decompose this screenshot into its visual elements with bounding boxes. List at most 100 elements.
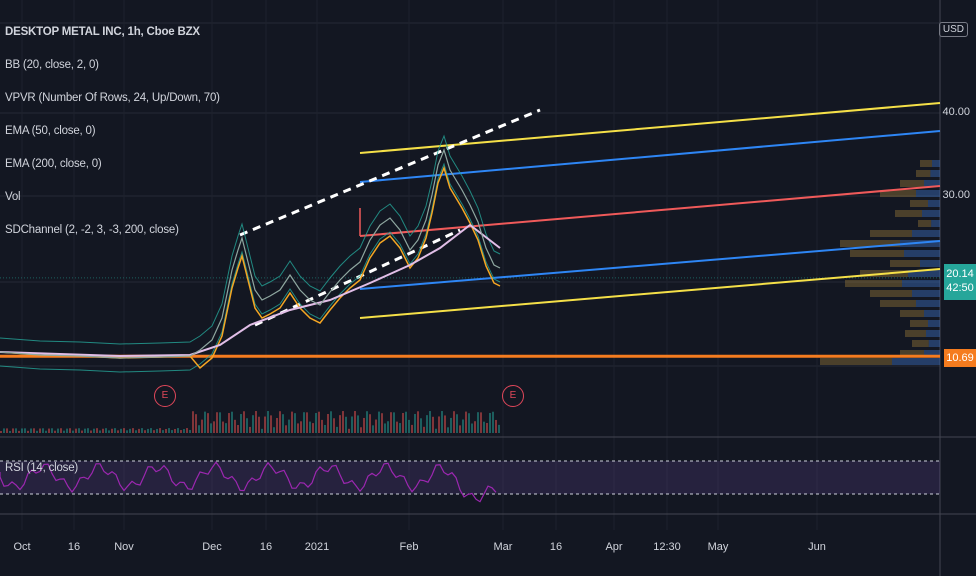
volume-bar bbox=[441, 411, 443, 433]
volume-bar bbox=[189, 429, 191, 433]
volume-profile-up bbox=[850, 250, 904, 257]
earnings-icon[interactable]: E bbox=[154, 385, 176, 407]
volume-bar bbox=[9, 430, 11, 433]
indicator-ema200[interactable]: EMA (200, close, 0) bbox=[5, 158, 102, 170]
price-axis-label: 40.00 bbox=[942, 106, 970, 118]
volume-bar bbox=[144, 430, 146, 433]
volume-bar bbox=[243, 411, 245, 433]
volume-bar bbox=[363, 417, 365, 433]
indicator-ema50[interactable]: EMA (50, close, 0) bbox=[5, 125, 96, 137]
volume-profile-down bbox=[922, 210, 940, 217]
volume-bar bbox=[219, 412, 221, 433]
volume-bar bbox=[192, 411, 194, 433]
time-axis-label: May bbox=[707, 541, 729, 553]
volume-bar bbox=[429, 411, 431, 433]
earnings-icon[interactable]: E bbox=[502, 385, 524, 407]
volume-bar bbox=[480, 412, 482, 433]
volume-profile-up bbox=[900, 180, 924, 187]
volume-bar bbox=[420, 418, 422, 433]
volume-bar bbox=[312, 423, 314, 433]
volume-profile-up bbox=[880, 300, 916, 307]
volume-profile-down bbox=[928, 200, 940, 207]
volume-profile-up bbox=[895, 210, 922, 217]
time-axis-label: 2021 bbox=[304, 541, 330, 553]
volume-profile-up bbox=[845, 280, 902, 287]
indicator-bb[interactable]: BB (20, close, 2, 0) bbox=[5, 59, 99, 71]
volume-bar bbox=[138, 428, 140, 433]
volume-profile-down bbox=[916, 300, 940, 307]
volume-profile-down bbox=[912, 230, 940, 237]
sd-channel-middle bbox=[359, 185, 941, 237]
volume-profile-down bbox=[892, 358, 940, 365]
volume-profile-up bbox=[900, 350, 924, 357]
volume-bar bbox=[159, 428, 161, 433]
indicator-vpvr[interactable]: VPVR (Number Of Rows, 24, Up/Down, 70) bbox=[5, 92, 220, 104]
volume-bar bbox=[411, 424, 413, 433]
volume-bar bbox=[6, 428, 8, 433]
volume-bar bbox=[24, 428, 26, 433]
volume-bar bbox=[447, 427, 449, 433]
volume-profile-up bbox=[912, 340, 929, 347]
volume-bar bbox=[318, 411, 320, 433]
volume-bar bbox=[492, 411, 494, 433]
volume-profile-down bbox=[902, 280, 940, 287]
ema200-line bbox=[0, 223, 501, 358]
volume-bar bbox=[261, 428, 263, 433]
volume-bar bbox=[45, 430, 47, 433]
volume-bar bbox=[132, 428, 134, 433]
volume-bar bbox=[444, 415, 446, 433]
volume-profile-down bbox=[931, 220, 940, 227]
volume-bar bbox=[147, 428, 149, 433]
support-price-tag: 10.69 bbox=[944, 349, 976, 367]
volume-bar bbox=[309, 421, 311, 433]
indicator-rsi[interactable]: RSI (14, close) bbox=[5, 462, 79, 474]
volume-bar bbox=[369, 414, 371, 433]
volume-bar bbox=[204, 411, 206, 433]
volume-bar bbox=[174, 429, 176, 433]
volume-bar bbox=[270, 415, 272, 433]
volume-profile-down bbox=[926, 330, 940, 337]
volume-bar bbox=[213, 421, 215, 433]
volume-bar bbox=[54, 430, 56, 433]
volume-bar bbox=[255, 411, 257, 433]
volume-profile-down bbox=[920, 260, 940, 267]
last-price: 20.14 bbox=[946, 268, 974, 280]
currency-button[interactable]: USD bbox=[938, 22, 968, 37]
indicator-sdchannel[interactable]: SDChannel (2, -2, 3, -3, 200, close) bbox=[5, 224, 179, 236]
volume-bar bbox=[75, 428, 77, 433]
time-axis-label: 16 bbox=[549, 541, 563, 553]
volume-bar bbox=[417, 411, 419, 433]
volume-bar bbox=[405, 411, 407, 433]
volume-bar bbox=[150, 428, 152, 433]
volume-bar bbox=[87, 428, 89, 433]
volume-bar bbox=[78, 428, 80, 433]
volume-bar bbox=[285, 425, 287, 433]
volume-bar bbox=[459, 425, 461, 433]
volume-profile-up bbox=[910, 320, 928, 327]
volume-bar bbox=[333, 418, 335, 433]
volume-profile-down bbox=[904, 250, 940, 257]
volume-bar bbox=[264, 416, 266, 433]
symbol-title[interactable]: DESKTOP METAL INC, 1h, Cboe BZX bbox=[5, 26, 200, 38]
volume-bar bbox=[282, 414, 284, 433]
volume-bar bbox=[60, 428, 62, 433]
bollinger-lower bbox=[0, 162, 501, 373]
volume-profile-up bbox=[920, 160, 932, 167]
volume-profile-up bbox=[905, 330, 926, 337]
time-axis-label: Oct bbox=[13, 541, 31, 553]
volume-bar bbox=[222, 421, 224, 433]
volume-bar bbox=[438, 416, 440, 433]
indicator-vol[interactable]: Vol bbox=[5, 191, 21, 203]
volume-bar bbox=[63, 430, 65, 433]
volume-bar bbox=[198, 425, 200, 433]
volume-bar bbox=[36, 430, 38, 433]
volume-bar bbox=[210, 423, 212, 433]
volume-bar bbox=[81, 430, 83, 433]
volume-bar bbox=[102, 428, 104, 433]
volume-bar bbox=[300, 421, 302, 433]
volume-profile-down bbox=[928, 340, 940, 347]
volume-bar bbox=[291, 411, 293, 433]
volume-bar bbox=[177, 428, 179, 433]
volume-bar bbox=[357, 415, 359, 433]
